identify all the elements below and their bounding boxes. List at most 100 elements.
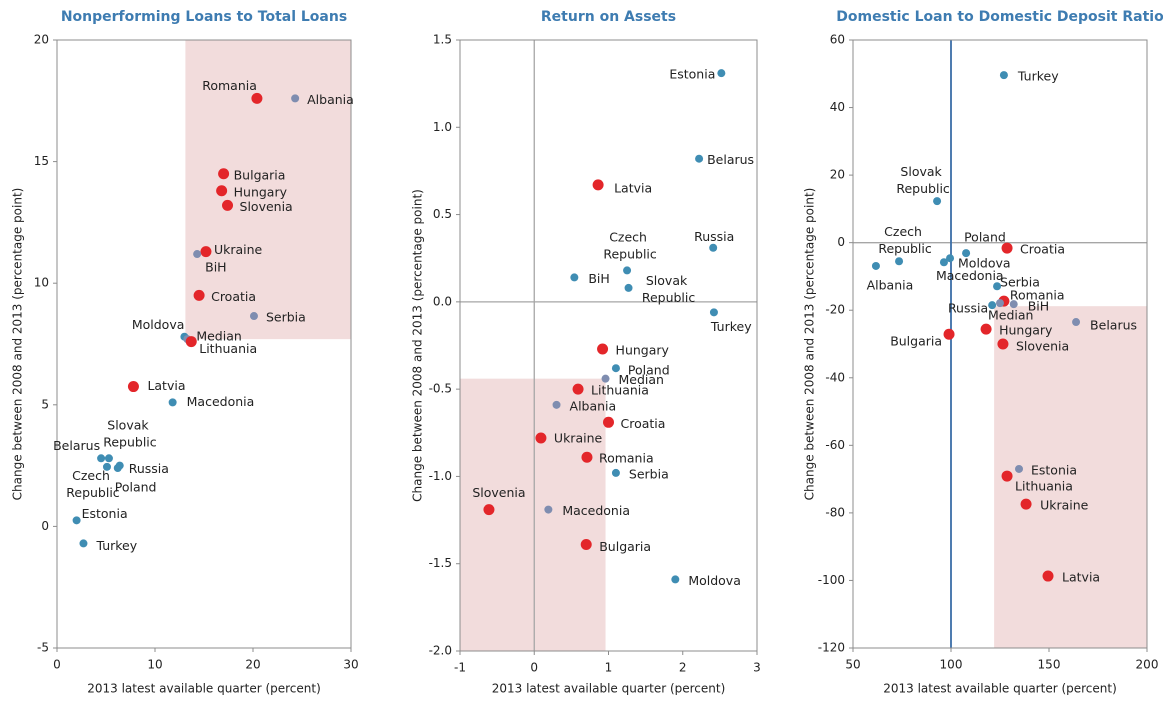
- data-point: [946, 254, 955, 263]
- y-tick-label: 60: [830, 33, 845, 47]
- point-label: Russia: [129, 461, 169, 476]
- data-point: [962, 249, 971, 258]
- data-point: [709, 308, 718, 317]
- data-point: [671, 575, 680, 584]
- x-tick-label: 150: [1038, 658, 1061, 672]
- data-point: [97, 454, 106, 463]
- point-label: Belarus: [1090, 318, 1137, 333]
- y-tick-label: 5: [41, 397, 49, 411]
- point-label: Albania: [867, 277, 914, 292]
- y-tick-label: -1.5: [429, 556, 452, 570]
- data-point: [1020, 498, 1032, 510]
- point-label: Czech Republic: [603, 229, 657, 261]
- data-point: [580, 539, 592, 551]
- data-point: [1015, 464, 1024, 473]
- x-tick-label: 0: [53, 658, 61, 672]
- point-label: Latvia: [1062, 570, 1100, 585]
- data-point: [102, 462, 111, 471]
- point-label: Turkey: [1017, 69, 1059, 84]
- data-point: [611, 364, 620, 373]
- point-label: Slovak Republic: [642, 272, 696, 304]
- y-tick-label: -40: [825, 370, 845, 384]
- x-axis-label: 2013 latest available quarter (percent): [492, 682, 726, 696]
- point-label: BiH: [1028, 299, 1049, 314]
- point-label: Albania: [307, 92, 354, 107]
- x-axis-label: 2013 latest available quarter (percent): [87, 682, 321, 696]
- point-label: Croatia: [1020, 242, 1065, 257]
- y-tick-label: 40: [830, 100, 845, 114]
- y-tick-label: -0.5: [429, 382, 452, 396]
- chart-title: Return on Assets: [541, 9, 676, 25]
- point-label: Bulgaria: [234, 167, 286, 182]
- point-label: Hungary: [616, 342, 670, 357]
- y-tick-label: 0: [41, 519, 49, 533]
- y-tick-label: 0.5: [433, 207, 452, 221]
- point-label: Slovak Republic: [103, 417, 157, 449]
- data-point: [570, 273, 579, 282]
- y-tick-label: 1.5: [433, 33, 452, 47]
- point-label: Serbia: [1000, 275, 1040, 290]
- x-axis-label: 2013 latest available quarter (percent): [883, 682, 1117, 696]
- data-point: [222, 199, 234, 211]
- data-point: [695, 154, 704, 163]
- data-point: [535, 432, 547, 444]
- y-tick-label: -120: [818, 641, 845, 655]
- point-label: Hungary: [999, 323, 1053, 338]
- x-tick-label: -1: [454, 661, 466, 675]
- point-label: Russia: [694, 229, 734, 244]
- data-point: [581, 451, 593, 463]
- data-point: [1042, 570, 1054, 582]
- data-point: [72, 516, 81, 525]
- point-label: Lithuania: [591, 383, 649, 398]
- y-tick-label: -60: [825, 438, 845, 452]
- x-tick-label: 50: [845, 658, 860, 672]
- chart-title: Nonperforming Loans to Total Loans: [61, 9, 347, 25]
- data-point: [251, 92, 263, 104]
- x-tick-label: 200: [1136, 658, 1159, 672]
- point-label: Slovak Republic: [896, 164, 950, 196]
- data-point: [193, 250, 202, 259]
- x-tick-label: 2: [679, 661, 687, 675]
- x-tick-label: 30: [343, 658, 358, 672]
- point-label: Bulgaria: [599, 539, 651, 554]
- point-label: Poland: [628, 363, 670, 378]
- point-label: Romania: [1010, 288, 1065, 303]
- data-point: [988, 301, 997, 310]
- point-label: Moldova: [688, 573, 741, 588]
- y-tick-label: -80: [825, 505, 845, 519]
- point-label: Lithuania: [1015, 479, 1073, 494]
- x-tick-label: 3: [753, 661, 761, 675]
- point-label: Macedonia: [187, 394, 255, 409]
- y-tick-label: 20: [830, 168, 845, 182]
- data-point: [1072, 318, 1081, 327]
- y-axis-label: Change between 2008 and 2013 (percentage…: [411, 189, 425, 502]
- data-point: [113, 464, 122, 473]
- data-point: [552, 400, 561, 409]
- point-label: Macedonia: [936, 268, 1004, 283]
- y-tick-label: -1.0: [429, 469, 452, 483]
- data-point: [999, 71, 1008, 80]
- data-point: [709, 243, 718, 252]
- point-label: Serbia: [266, 310, 306, 325]
- data-point: [218, 168, 230, 180]
- point-label: Moldova: [958, 256, 1011, 271]
- data-point: [572, 383, 584, 395]
- point-label: Belarus: [53, 438, 100, 453]
- y-tick-label: -5: [37, 641, 49, 655]
- point-label: Ukraine: [1040, 498, 1089, 513]
- data-point: [185, 336, 197, 348]
- point-label: BiH: [588, 271, 609, 286]
- y-axis-label: Change between 2008 and 2013 (percentage…: [11, 188, 25, 501]
- point-label: Ukraine: [214, 242, 263, 257]
- point-label: Belarus: [707, 152, 754, 167]
- point-label: Estonia: [669, 67, 715, 82]
- point-label: Romania: [599, 451, 654, 466]
- highlight-region: [460, 378, 606, 651]
- data-point: [193, 289, 205, 301]
- data-point: [1001, 470, 1013, 482]
- data-point: [717, 69, 726, 78]
- point-label: Czech Republic: [66, 467, 120, 499]
- data-point: [933, 197, 942, 206]
- data-point: [592, 179, 604, 191]
